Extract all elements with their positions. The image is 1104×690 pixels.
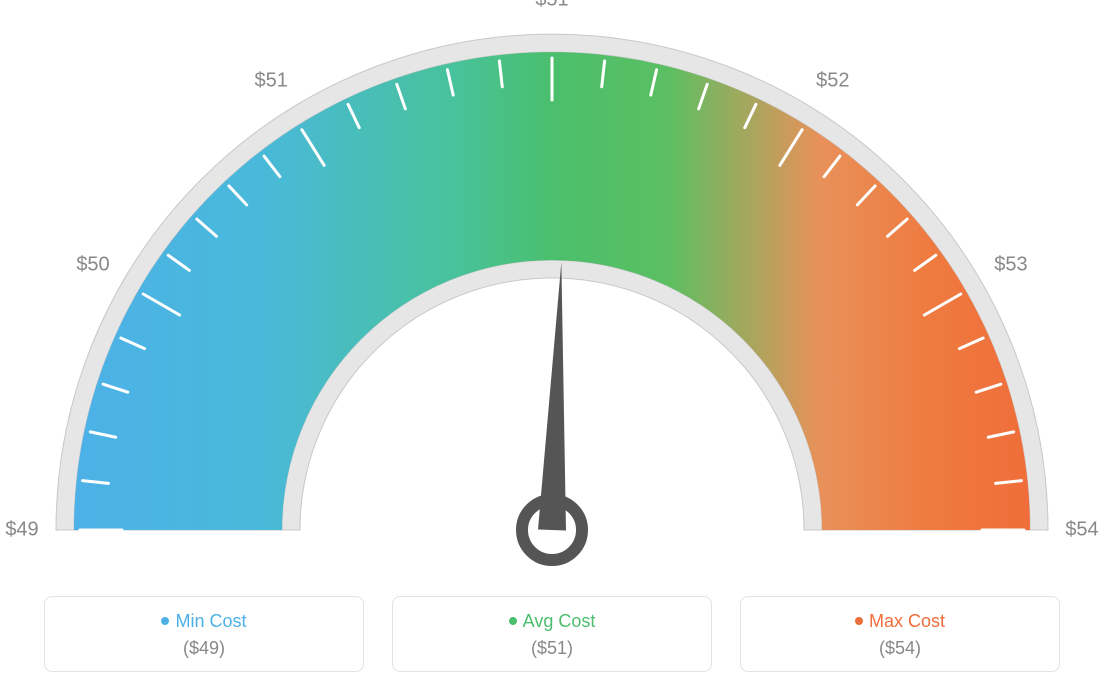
legend-dot-icon [855,617,863,625]
legend-row: Min Cost ($49) Avg Cost ($51) Max Cost ($54) [0,596,1104,672]
legend-title: Avg Cost [393,611,711,632]
legend-card: Min Cost ($49) [44,596,364,672]
gauge-tick-label: $51 [254,69,287,92]
legend-title: Min Cost [45,611,363,632]
legend-value: ($54) [741,638,1059,659]
gauge-tick-label: $54 [1065,519,1098,542]
gauge-tick-label: $51 [535,0,568,12]
gauge-tick-label: $49 [5,519,38,542]
legend-card: Max Cost ($54) [740,596,1060,672]
legend-value: ($51) [393,638,711,659]
legend-label: Avg Cost [523,611,596,631]
legend-card: Avg Cost ($51) [392,596,712,672]
gauge-chart: $49 $50 $51 $51 $52 $53 $54 [0,0,1104,570]
gauge-tick-label: $53 [994,254,1027,277]
legend-value: ($49) [45,638,363,659]
legend-label: Max Cost [869,611,945,631]
legend-dot-icon [161,617,169,625]
gauge-tick-label: $50 [76,254,109,277]
legend-dot-icon [509,617,517,625]
gauge-svg [0,0,1104,570]
legend-title: Max Cost [741,611,1059,632]
gauge-tick-label: $52 [816,69,849,92]
legend-label: Min Cost [175,611,246,631]
